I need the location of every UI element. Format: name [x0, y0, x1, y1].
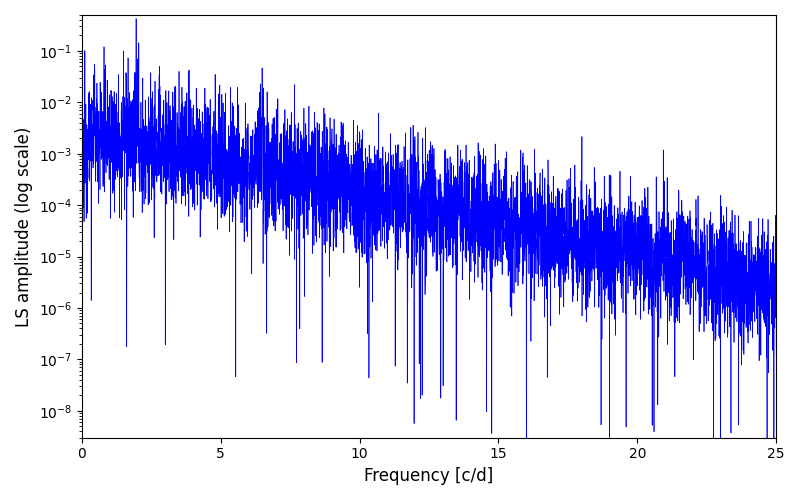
X-axis label: Frequency [c/d]: Frequency [c/d]: [364, 467, 494, 485]
Y-axis label: LS amplitude (log scale): LS amplitude (log scale): [15, 126, 33, 326]
